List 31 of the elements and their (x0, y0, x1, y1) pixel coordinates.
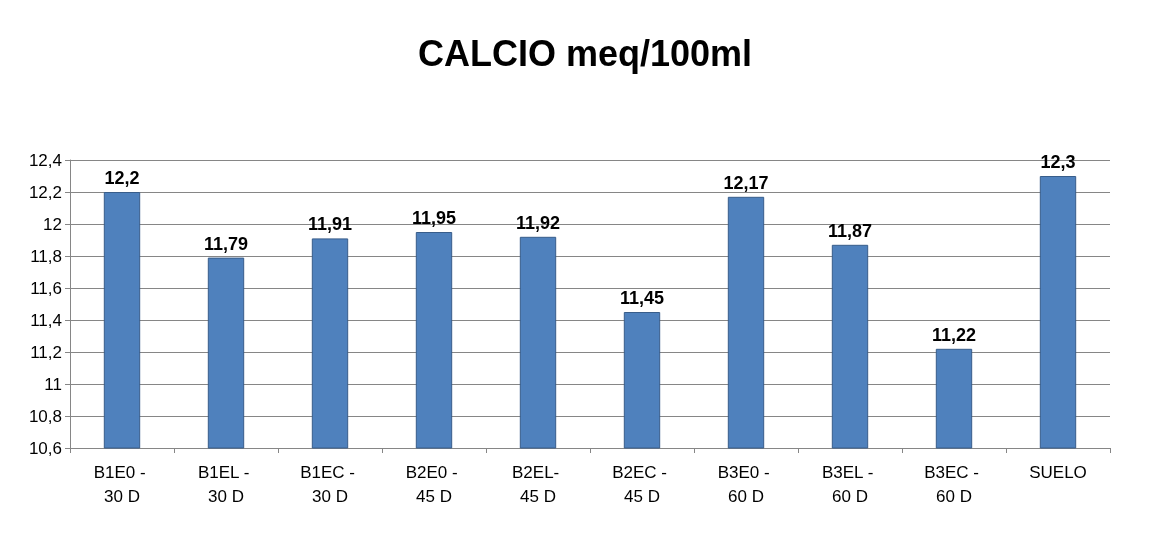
y-tick-label: 11,2 (30, 342, 62, 362)
chart-title: CALCIO meq/100ml (417, 32, 753, 74)
x-tick-label: B2EC - 45 D (612, 462, 672, 506)
x-tick-label: SUELO (1029, 462, 1087, 482)
data-label: 11,95 (411, 208, 457, 228)
y-tick-label: 12 (43, 214, 62, 234)
x-tick-label: B2EL- 45 D (512, 462, 564, 506)
data-label: 11,91 (307, 214, 353, 235)
data-label: 12,2 (104, 168, 140, 188)
x-tick-label: B1EL - 30 D (197, 462, 255, 506)
y-tick-label: 11,4 (30, 310, 62, 330)
data-label: 11,45 (619, 288, 665, 308)
x-tick-label: B1EC - 30 D (300, 462, 360, 506)
data-label: 11,87 (827, 220, 873, 241)
data-label: 11,22 (931, 324, 977, 345)
x-tick-label: B3E0 - 60 D (717, 462, 775, 506)
y-tick-label: 10,6 (28, 438, 62, 458)
x-tick-label: B3EL - 60 D (821, 462, 879, 506)
data-label: 12,3 (1040, 152, 1076, 172)
data-label: 11,92 (515, 212, 561, 233)
y-tick-label: 11,8 (30, 246, 62, 266)
y-tick-label: 12,2 (28, 182, 62, 202)
y-tick-label: 10,8 (28, 406, 62, 426)
y-tick-label: 12,4 (28, 150, 62, 170)
x-tick-label: B3EC - 60 D (924, 462, 984, 506)
data-label: 12,17 (723, 172, 769, 193)
data-label: 11,79 (203, 233, 249, 254)
y-tick-label: 11 (44, 374, 62, 394)
x-tick-label: B1E0 - 30 D (93, 462, 151, 506)
x-tick-label: B2E0 - 45 D (405, 462, 463, 506)
y-tick-label: 11,6 (30, 278, 62, 298)
